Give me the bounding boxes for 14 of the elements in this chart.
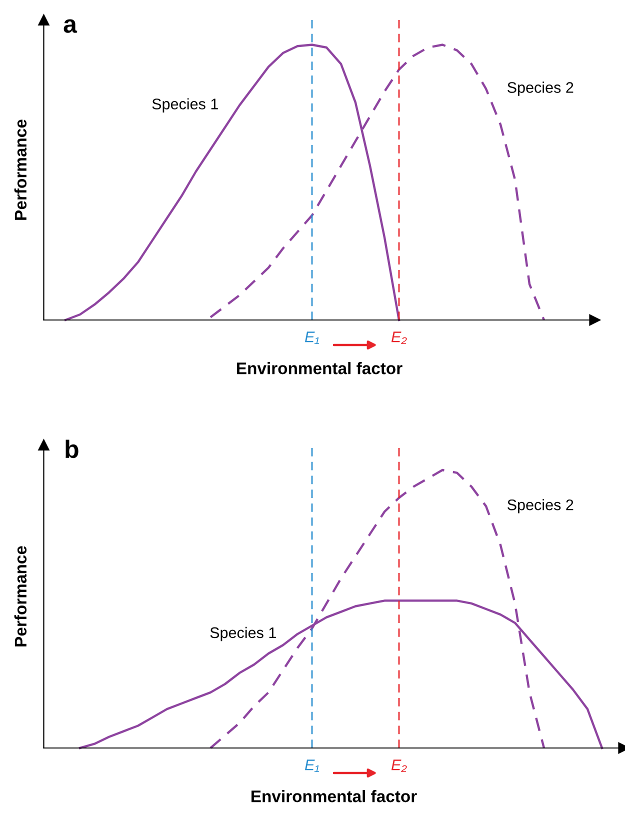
y-axis-title: Performance (14, 546, 27, 646)
x-tick-label: E₂ (391, 332, 407, 344)
y-axis-title: Performance (14, 120, 27, 220)
series-label: Species 2 (508, 499, 574, 514)
chart-title: a (64, 19, 78, 33)
series-label: Species 2 (508, 82, 574, 96)
x-tick-label: E₁ (304, 760, 320, 772)
x-axis-title: Environmental factor (237, 362, 402, 374)
x-axis-title: Environmental factor (252, 790, 417, 802)
series-label: Species 1 (152, 98, 218, 112)
x-tick-label: E₂ (391, 760, 407, 772)
series-label: Species 1 (210, 626, 276, 642)
x-tick-label: E₁ (304, 332, 320, 344)
chart-title: b (66, 440, 78, 458)
